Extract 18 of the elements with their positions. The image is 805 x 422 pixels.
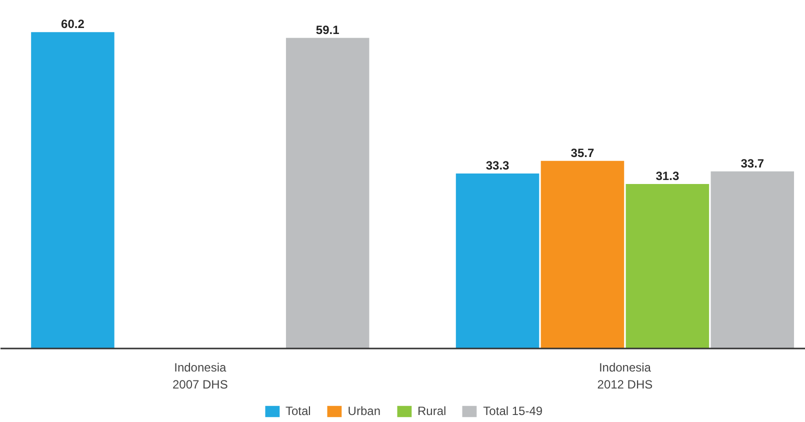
data-label: 60.2 — [61, 17, 85, 32]
bar — [540, 160, 624, 349]
bar — [286, 38, 370, 349]
legend-label: Total 15-49 — [483, 404, 543, 418]
legend-label: Total — [285, 404, 311, 418]
x-tick-label: Indonesia 2012 DHS — [597, 360, 653, 392]
bar — [31, 32, 114, 349]
data-label: 59.1 — [316, 22, 340, 37]
data-label: 33.7 — [740, 156, 764, 170]
x-tick-label: Indonesia 2007 DHS — [172, 360, 228, 392]
legend-label: Rural — [417, 404, 446, 418]
bar — [456, 174, 540, 349]
bar — [626, 184, 710, 349]
data-label: 31.3 — [656, 169, 680, 184]
data-label: 33.3 — [486, 158, 510, 173]
bar — [710, 171, 794, 349]
legend-label: Urban — [348, 404, 380, 418]
data-label: 35.7 — [570, 146, 594, 160]
